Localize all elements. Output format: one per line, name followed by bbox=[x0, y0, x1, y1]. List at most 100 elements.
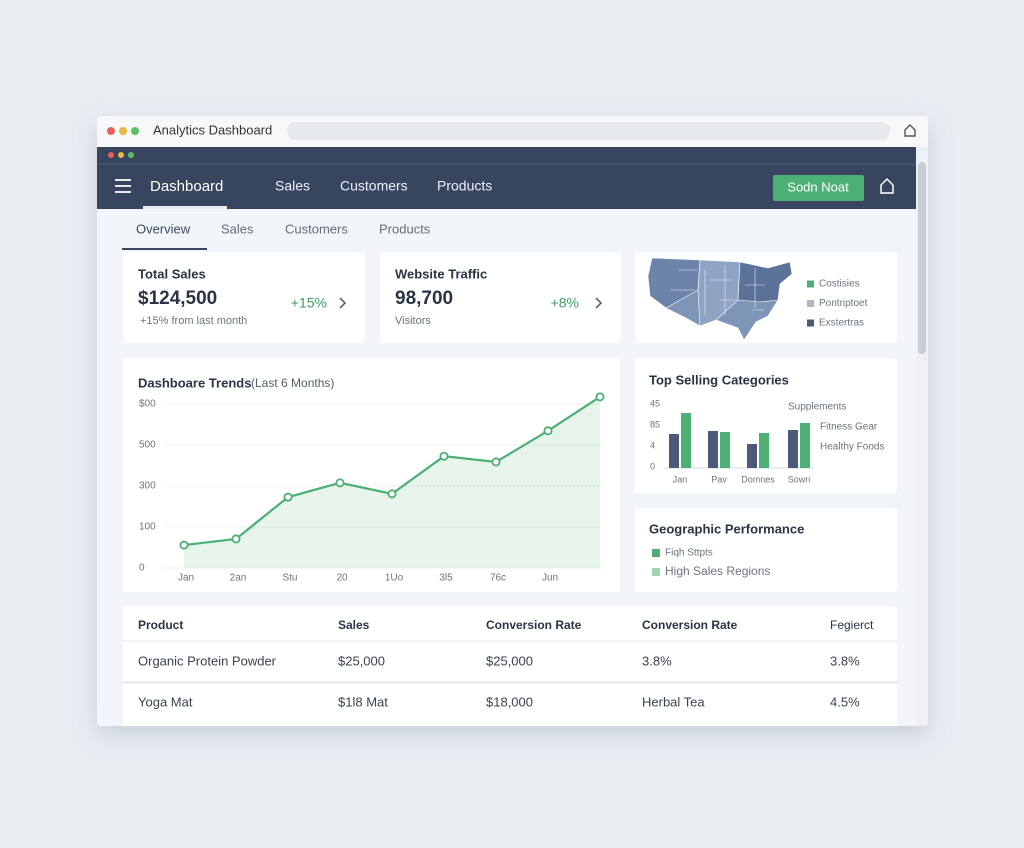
x-tick-label: Jun bbox=[542, 573, 558, 584]
card-title: Geographic Performance bbox=[649, 521, 804, 536]
x-tick-label: Jan bbox=[178, 573, 194, 584]
kpi-title: Total Sales bbox=[138, 266, 206, 281]
y-tick-label: 0 bbox=[139, 563, 145, 574]
card-title: Top Selling Categories bbox=[649, 372, 789, 387]
nav-link[interactable]: Customers bbox=[340, 178, 408, 194]
dot bbox=[119, 127, 127, 135]
chevron[interactable] bbox=[339, 297, 347, 309]
menu-icon[interactable] bbox=[115, 179, 131, 193]
category-label: Supplements bbox=[788, 402, 846, 413]
y-tick-label: $00 bbox=[139, 399, 156, 410]
card bbox=[123, 606, 897, 726]
legend-swatch bbox=[807, 319, 814, 327]
cards bbox=[123, 252, 897, 726]
card bbox=[635, 508, 897, 592]
dot bbox=[128, 152, 134, 158]
table-header: Conversion Rate bbox=[642, 618, 738, 632]
x-tick-label: Sown bbox=[788, 474, 811, 484]
kpi-note: +15% from last month bbox=[140, 315, 247, 327]
legend-label: Costisies bbox=[819, 279, 860, 290]
area bbox=[184, 396, 600, 568]
kpi-change: +8% bbox=[551, 295, 579, 311]
tab[interactable]: Customers bbox=[285, 221, 348, 236]
tab-underline bbox=[122, 248, 207, 250]
dot bbox=[107, 127, 115, 135]
kpi-change: +15% bbox=[291, 295, 327, 311]
x-tick-label: 76c bbox=[490, 573, 506, 584]
table-cell: 3.8% bbox=[642, 653, 672, 668]
x-tick-label: 20 bbox=[336, 573, 348, 584]
x-tick-label: Jan bbox=[673, 474, 688, 484]
point bbox=[491, 457, 501, 467]
table-header: Sales bbox=[338, 618, 370, 632]
table-header: Product bbox=[138, 618, 183, 632]
table-cell: 4.5% bbox=[830, 694, 860, 709]
bar bbox=[747, 444, 757, 468]
x-tick-label: Pav bbox=[711, 474, 727, 484]
legend-label: Exstertras bbox=[819, 318, 864, 329]
point bbox=[595, 392, 605, 402]
nav-button-label[interactable]: Sodn Noat bbox=[787, 179, 849, 194]
point bbox=[543, 426, 553, 436]
legend-swatch bbox=[652, 568, 660, 576]
y-tick-label: 500 bbox=[139, 440, 156, 451]
window-title: Analytics Dashboard bbox=[153, 122, 272, 137]
card bbox=[123, 252, 365, 343]
point bbox=[387, 489, 397, 499]
table-cell: Yoga Mat bbox=[138, 694, 193, 709]
table-header: Fegierct bbox=[830, 618, 874, 632]
table-cell: Herbal Tea bbox=[642, 694, 705, 709]
y-tick-label: 100 bbox=[139, 522, 156, 533]
dot bbox=[118, 152, 124, 158]
bar bbox=[669, 434, 679, 468]
point bbox=[283, 492, 293, 502]
kpi-value: $124,500 bbox=[138, 288, 217, 309]
bar bbox=[720, 432, 730, 468]
card bbox=[635, 358, 897, 493]
table-cell: Organic Protein Powder bbox=[138, 653, 277, 668]
y-tick-label: 45 bbox=[650, 398, 660, 408]
x-tick-label: 3l5 bbox=[439, 573, 453, 584]
address-bar[interactable] bbox=[287, 122, 890, 140]
y-tick-label: 300 bbox=[139, 481, 156, 492]
y-tick-label: 0 bbox=[650, 461, 655, 471]
kpi-note: Visitors bbox=[395, 315, 431, 327]
x-tick-label: 1Uo bbox=[385, 573, 404, 584]
tab[interactable]: Sales bbox=[221, 221, 254, 236]
category-label: Healthy Foods bbox=[820, 442, 884, 453]
bar bbox=[681, 413, 691, 468]
pin-icon[interactable] bbox=[904, 124, 916, 137]
nav-underline bbox=[143, 206, 227, 209]
x-tick-label: 2an bbox=[230, 573, 247, 584]
legend-label: High Sales Regions bbox=[665, 564, 770, 578]
tab[interactable]: Overview bbox=[136, 221, 191, 236]
kpi-title: Website Traffic bbox=[395, 266, 487, 281]
category-label: Fitness Gear bbox=[820, 422, 878, 433]
x-tick-label: Stu bbox=[282, 573, 297, 584]
table-cell: 3.8% bbox=[830, 653, 860, 668]
dot bbox=[131, 127, 139, 135]
nav-link[interactable]: Sales bbox=[275, 178, 310, 194]
nav-button[interactable] bbox=[773, 175, 864, 201]
nav-brand[interactable]: Dashboard bbox=[150, 178, 223, 195]
table-cell: $25,000 bbox=[486, 653, 533, 668]
y-tick-label: 85 bbox=[650, 419, 660, 429]
home-icon[interactable] bbox=[880, 177, 894, 194]
x-tick-label: Domnes bbox=[741, 474, 775, 484]
chart-subtitle: (Last 6 Months) bbox=[251, 376, 334, 390]
table-cell: $25,000 bbox=[338, 653, 385, 668]
nav-link[interactable]: Products bbox=[437, 178, 492, 194]
scroll-thumb[interactable] bbox=[918, 162, 926, 354]
tab[interactable]: Products bbox=[379, 221, 431, 236]
card bbox=[380, 252, 621, 343]
table-header: Conversion Rate bbox=[486, 618, 582, 632]
y-tick-label: 4 bbox=[650, 440, 655, 450]
chevron[interactable] bbox=[595, 297, 603, 309]
legend-swatch bbox=[807, 300, 814, 307]
card bbox=[123, 358, 620, 592]
point bbox=[231, 534, 241, 544]
legend-label: Fiqh Sttpts bbox=[665, 548, 713, 559]
point bbox=[335, 478, 345, 488]
